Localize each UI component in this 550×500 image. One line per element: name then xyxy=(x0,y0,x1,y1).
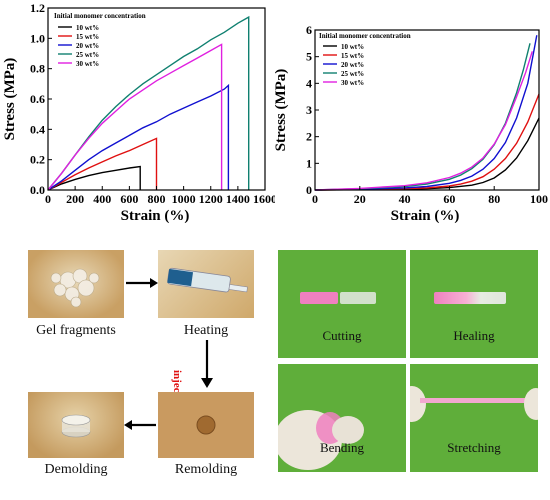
caption-cutting: Cutting xyxy=(322,328,362,343)
arrow-left-icon xyxy=(124,420,156,430)
c2-x-tick-label: 60 xyxy=(443,192,455,206)
caption-gel-fragments: Gel fragments xyxy=(36,323,116,338)
arrow-down-icon xyxy=(201,340,213,388)
c2-legend-entry: 20 wt% xyxy=(341,61,364,69)
c1-y-tick-label: 0.6 xyxy=(30,92,45,106)
photo-stretching: Stretching xyxy=(410,364,538,472)
photo-bending: Bending xyxy=(278,364,406,472)
c1-y-tick-label: 1.2 xyxy=(30,1,45,15)
caption-stretching: Stretching xyxy=(447,440,501,455)
healed-sample-icon xyxy=(434,292,506,304)
photo-healing: Healing xyxy=(410,250,538,358)
c1-x-tick-label: 1200 xyxy=(199,192,223,206)
photo-remolding xyxy=(158,392,254,458)
chart-stress-strain-tensile: 0 200 400 600 800 1000 1200 1400 1600 0.0 0.2 0.4 0.… xyxy=(2,1,275,224)
caption-healing: Healing xyxy=(453,328,495,343)
c1-legend-entry: 25 wt% xyxy=(76,51,99,59)
c2-y-tick-label: 2 xyxy=(306,130,312,144)
remolded-disc-icon xyxy=(61,414,91,438)
c1-x-tick-label: 1600 xyxy=(253,192,275,206)
chart1-legend-title: Initial monomer concentration xyxy=(54,12,146,20)
photo-cutting: Cutting xyxy=(278,250,406,358)
chart1-y-axis-label: Stress (MPa) xyxy=(2,58,18,141)
c1-y-tick-label: 1.0 xyxy=(30,31,45,45)
caption-heating: Heating xyxy=(183,323,229,338)
c1-series-line-3 xyxy=(47,83,230,191)
bending-hands-icon xyxy=(278,410,364,470)
chart2-y-axis-label: Stress (MPa) xyxy=(275,69,289,152)
c2-y-tick-label: 1 xyxy=(306,156,312,170)
c1-x-tick-label: 1400 xyxy=(226,192,250,206)
c1-y-tick-label: 0.0 xyxy=(30,183,45,197)
cut-sample-icon xyxy=(300,292,376,304)
c2-x-tick-label: 80 xyxy=(488,192,500,206)
chart2-legend-title: Initial monomer concentration xyxy=(319,32,411,40)
c1-x-tick-label: 600 xyxy=(120,192,138,206)
c2-x-tick-label: 20 xyxy=(354,192,366,206)
chart1-legend: Initial monomer concentration 10 wt%15 w… xyxy=(54,12,146,68)
c1-x-tick-label: 200 xyxy=(66,192,84,206)
c1-series-line-1 xyxy=(47,165,141,191)
c1-x-tick-label: 800 xyxy=(148,192,166,206)
chart2-legend: Initial monomer concentration 10 wt%15 w… xyxy=(319,32,411,87)
c2-x-tick-label: 100 xyxy=(530,192,548,206)
c2-x-tick-label: 0 xyxy=(312,192,318,206)
c2-y-tick-label: 3 xyxy=(306,103,312,117)
c1-y-tick-label: 0.4 xyxy=(30,122,45,136)
c1-legend-entry: 30 wt% xyxy=(76,60,99,68)
gel-fragments-icon xyxy=(50,268,100,308)
photo-demolding xyxy=(28,392,124,458)
c2-legend-entry: 25 wt% xyxy=(341,70,364,78)
c2-legend-entry: 30 wt% xyxy=(341,79,364,87)
photo-gel-fragments xyxy=(28,250,124,318)
caption-remolding: Remolding xyxy=(174,462,238,477)
c1-legend-entry: 15 wt% xyxy=(76,33,99,41)
c2-y-tick-label: 4 xyxy=(306,76,312,90)
syringe-icon xyxy=(167,267,248,293)
c2-y-tick-label: 0 xyxy=(306,183,312,197)
chart2-x-axis-label: Strain (%) xyxy=(391,208,460,224)
c1-legend-entry: 20 wt% xyxy=(76,42,99,50)
c1-x-tick-label: 400 xyxy=(93,192,111,206)
c1-y-tick-label: 0.8 xyxy=(30,62,45,76)
chart1-x-axis-label: Strain (%) xyxy=(121,208,190,224)
caption-bending: Bending xyxy=(319,440,365,455)
c2-y-tick-label: 6 xyxy=(306,23,312,37)
arrow-right-icon xyxy=(126,278,158,288)
c2-series-line-5 xyxy=(314,51,533,191)
stretching-hands-icon xyxy=(410,386,538,422)
c1-x-tick-label: 1000 xyxy=(172,192,196,206)
c2-legend-entry: 10 wt% xyxy=(341,43,364,51)
c2-y-tick-label: 5 xyxy=(306,50,312,64)
c1-series-line-5 xyxy=(47,43,223,191)
c1-x-tick-label: 0 xyxy=(45,192,51,206)
c1-y-tick-label: 0.2 xyxy=(30,153,45,167)
mold-hole-icon xyxy=(196,415,216,435)
chart-stress-strain-compression: 0 20 40 60 80 100 0 1 2 3 4 5 6 Strain (%) Stress (M… xyxy=(275,23,548,224)
c2-series-line-1 xyxy=(314,117,540,191)
caption-demolding: Demolding xyxy=(44,462,108,477)
c2-legend-entry: 15 wt% xyxy=(341,52,364,60)
c1-series-line-2 xyxy=(47,137,158,191)
c2-x-tick-label: 40 xyxy=(399,192,411,206)
c1-legend-entry: 10 wt% xyxy=(76,24,99,32)
photo-heating xyxy=(158,250,254,318)
